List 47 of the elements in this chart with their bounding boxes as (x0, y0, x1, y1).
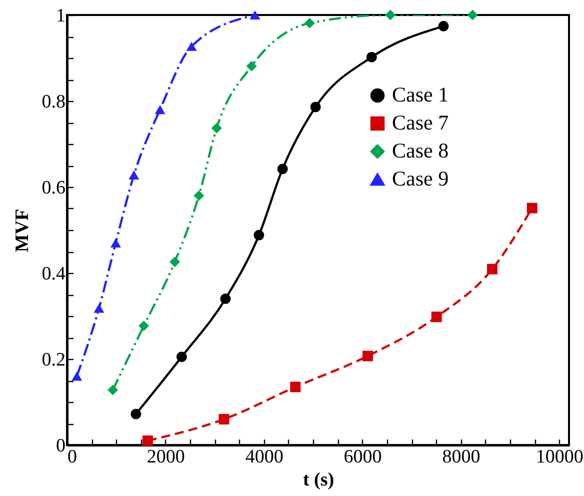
point (170, 256, 180, 268)
point (438, 20, 449, 32)
point (310, 102, 321, 112)
y-tick-label: 1 (56, 6, 66, 26)
y-tick-label: 0.2 (42, 350, 66, 370)
point (486, 264, 498, 274)
point (254, 230, 264, 240)
point (154, 105, 166, 114)
point (128, 170, 140, 180)
point (218, 414, 230, 424)
point (94, 304, 104, 313)
point (467, 10, 478, 20)
point (186, 42, 197, 51)
point (110, 238, 121, 248)
point (142, 435, 153, 446)
point (250, 10, 260, 20)
point (138, 320, 150, 332)
point (385, 10, 396, 20)
x-tick-label: 6000 (344, 446, 382, 468)
x-tick-label: 4000 (245, 446, 284, 468)
point (304, 18, 315, 28)
point (176, 352, 187, 362)
point (366, 52, 377, 62)
point (277, 164, 288, 174)
legend-label: Case 9 (392, 166, 449, 190)
y-tick-label: 0.6 (42, 178, 66, 198)
point (220, 294, 231, 304)
point (194, 190, 204, 201)
y-axis-title: MVF (12, 208, 33, 252)
y-tick-label: 0.8 (42, 92, 66, 112)
y-tick-label: 0.4 (42, 264, 66, 284)
point (362, 350, 373, 362)
point (211, 122, 222, 134)
x-tick-label: 8000 (442, 446, 480, 468)
point (290, 382, 301, 392)
legend-label: Case 7 (392, 110, 449, 134)
point (130, 408, 142, 420)
x-tick-label: 10000 (536, 446, 584, 468)
point (431, 312, 442, 322)
point (108, 384, 118, 396)
legend-label: Case 1 (392, 82, 449, 106)
x-tick-label: 2000 (146, 446, 185, 468)
point (72, 372, 82, 381)
x-axis-title: t (s) (302, 470, 334, 490)
legend-label: Case 8 (392, 138, 449, 162)
point (246, 60, 257, 72)
point (526, 202, 538, 214)
